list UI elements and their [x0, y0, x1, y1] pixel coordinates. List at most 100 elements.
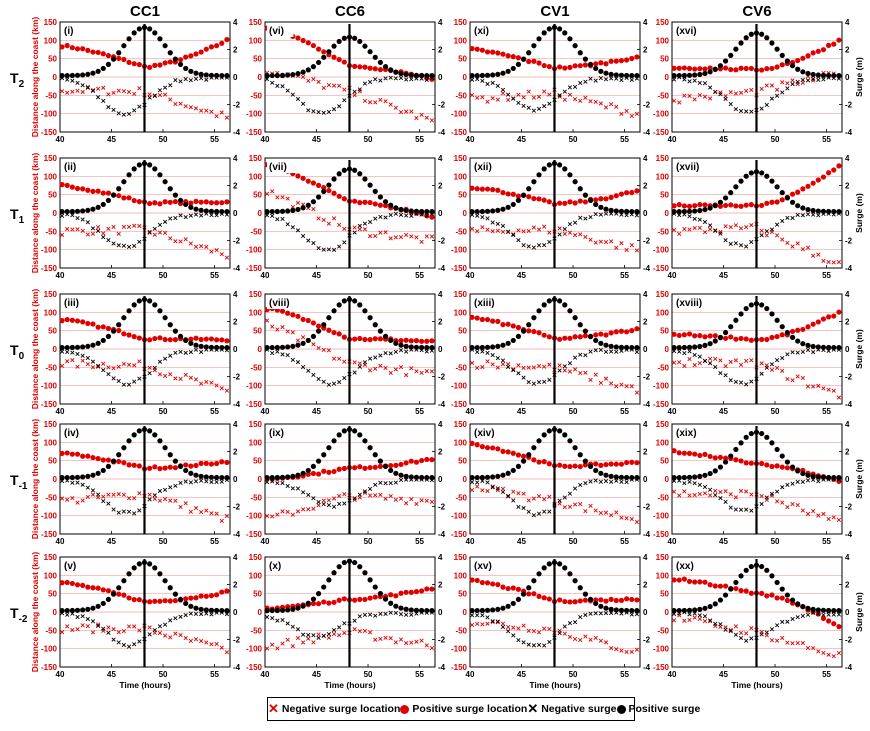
- y-left-tick-label: 50: [458, 457, 467, 466]
- negative-surge-location-point: [480, 364, 485, 370]
- positive-surge-location-point: [702, 579, 708, 585]
- positive-surge-location-point: [203, 199, 209, 205]
- negative-surge-location-point: [342, 492, 347, 497]
- x-tick-label: 45: [719, 537, 728, 546]
- positive-surge-location-point: [167, 464, 173, 470]
- negative-surge-point: [562, 89, 567, 94]
- positive-surge-location-point: [214, 337, 220, 343]
- panel-label-background: [674, 559, 701, 572]
- negative-surge-point: [738, 635, 744, 641]
- negative-surge-location-point: [542, 364, 547, 369]
- positive-surge-point: [224, 209, 230, 215]
- negative-surge-point: [785, 86, 790, 91]
- y-right-tick-label: -4: [643, 530, 651, 539]
- positive-surge-point: [377, 591, 383, 597]
- negative-surge-point: [598, 611, 603, 616]
- positive-surge-location-point: [759, 67, 765, 73]
- negative-surge-location-point: [116, 231, 121, 236]
- positive-surge-point: [315, 328, 322, 334]
- positive-surge-location-point: [743, 65, 749, 72]
- negative-surge-location-point: [424, 498, 429, 503]
- negative-surge-point: [378, 611, 383, 617]
- positive-surge-point: [74, 344, 81, 350]
- positive-surge-location-point: [105, 588, 112, 594]
- negative-surge-point: [578, 482, 583, 488]
- panel-label: (xvii): [676, 162, 699, 173]
- x-tick-label: 55: [620, 537, 629, 546]
- negative-surge-point: [475, 613, 480, 618]
- positive-surge-point: [193, 472, 199, 478]
- negative-surge-point: [723, 238, 728, 243]
- positive-surge-point: [707, 603, 713, 610]
- positive-surge-point: [624, 72, 630, 79]
- positive-surge-point: [136, 26, 142, 32]
- negative-surge-location-point: [603, 376, 609, 381]
- negative-surge-location-point: [424, 368, 429, 374]
- positive-surge-point: [505, 68, 511, 74]
- positive-surge-location-point: [152, 598, 158, 604]
- negative-surge-location-point: [780, 635, 785, 641]
- negative-surge-point: [275, 349, 280, 354]
- negative-surge-point: [562, 495, 567, 500]
- negative-surge-location-point: [204, 379, 209, 385]
- negative-surge-point: [65, 77, 70, 82]
- negative-surge-location-point: [634, 390, 640, 395]
- positive-surge-point: [183, 600, 189, 607]
- positive-surge-location-point: [686, 578, 693, 585]
- positive-surge-point: [131, 565, 137, 571]
- positive-surge-location-point: [362, 465, 368, 471]
- positive-surge-location-point: [352, 336, 358, 342]
- negative-surge-point: [495, 83, 500, 89]
- positive-surge-point: [562, 302, 568, 308]
- negative-surge-point: [769, 96, 775, 101]
- negative-surge-point: [219, 479, 224, 484]
- positive-surge-location-point: [85, 453, 91, 459]
- negative-surge-location-point: [209, 109, 214, 114]
- positive-surge-location-point: [131, 197, 137, 204]
- negative-surge-location-point: [603, 239, 609, 245]
- negative-surge-point: [708, 223, 713, 228]
- negative-surge-location-point: [805, 245, 811, 250]
- positive-surge-point: [64, 72, 70, 79]
- positive-surge-location-point: [403, 337, 409, 343]
- positive-surge-location-point: [577, 598, 583, 604]
- negative-surge-point: [352, 89, 357, 94]
- positive-surge-location-point: [90, 321, 96, 327]
- negative-surge-location-point: [352, 627, 357, 632]
- negative-surge-location-point: [264, 191, 270, 197]
- negative-surge-location-point: [90, 492, 96, 497]
- positive-surge-point: [372, 452, 378, 458]
- positive-surge-location-point: [593, 61, 599, 67]
- positive-surge-location-point: [362, 336, 368, 343]
- positive-surge-location-point: [495, 318, 501, 324]
- negative-surge-location-point: [572, 367, 578, 372]
- negative-surge-location-point: [75, 500, 80, 505]
- negative-surge-location-point: [697, 225, 702, 230]
- negative-surge-point: [572, 84, 578, 90]
- positive-surge-point: [419, 474, 425, 481]
- x-tick-label: 45: [312, 537, 321, 546]
- negative-surge-point: [301, 632, 306, 637]
- positive-surge-location-point: [671, 65, 677, 71]
- positive-surge-location-point: [136, 199, 142, 205]
- negative-surge-point: [531, 643, 536, 648]
- negative-surge-location-point: [836, 517, 842, 522]
- negative-surge-point: [603, 610, 609, 616]
- negative-surge-point: [321, 633, 326, 638]
- y-right-axis-title: Surge (m): [854, 57, 864, 97]
- negative-surge-point: [306, 108, 311, 113]
- positive-surge-point: [603, 472, 609, 478]
- positive-surge-location-point: [188, 463, 194, 469]
- negative-surge-location-point: [816, 252, 821, 257]
- positive-surge-point: [424, 72, 430, 79]
- negative-surge-point: [475, 213, 480, 218]
- y-right-tick-label: 0: [643, 73, 648, 82]
- positive-surge-point: [826, 344, 832, 351]
- negative-surge-location-point: [275, 512, 280, 517]
- positive-surge-point: [285, 474, 291, 480]
- positive-surge-point: [469, 209, 475, 215]
- positive-surge-point: [779, 324, 785, 330]
- negative-surge-point: [342, 240, 347, 245]
- negative-surge-location-point: [774, 638, 780, 643]
